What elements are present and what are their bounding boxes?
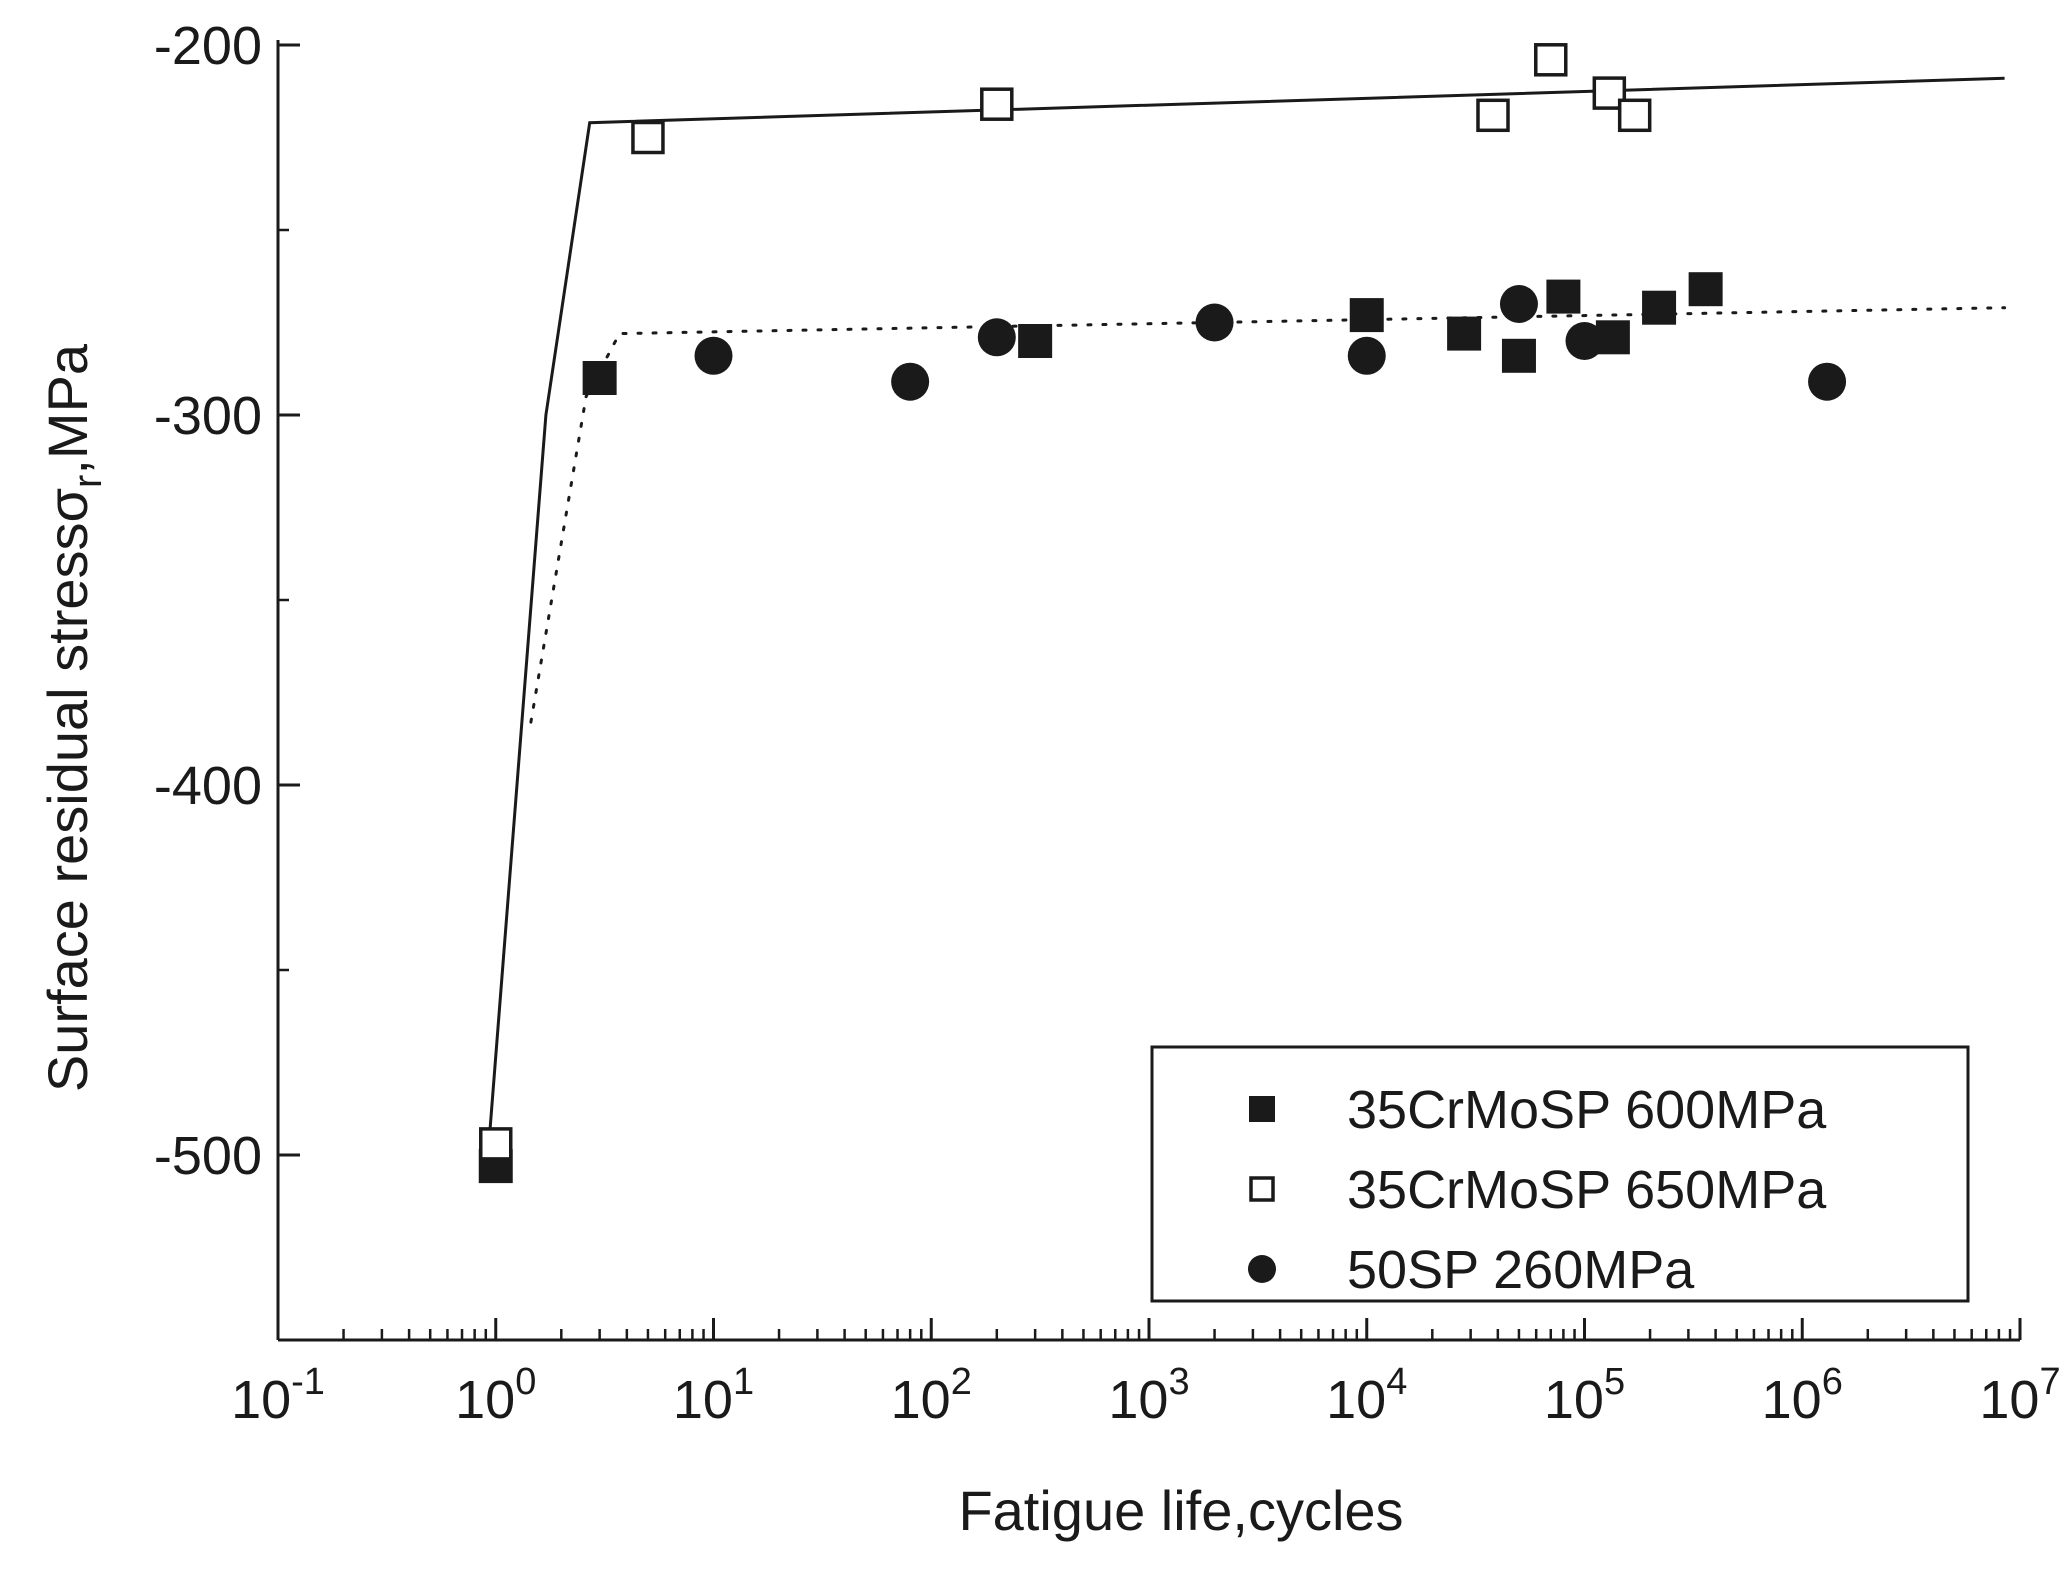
x-tick-label-exponent: 6 [1822,1361,1843,1403]
legend-marker [1249,1176,1275,1202]
y-axis-title-subscript: r [66,475,110,488]
x-tick-label-exponent: 0 [515,1361,536,1403]
data-point-square-filled [1546,279,1581,314]
x-tick-label-exponent: 5 [1604,1361,1625,1403]
x-tick-label-base: 10 [455,1370,515,1430]
data-point-square-open [479,1127,513,1161]
data-point-square-filled [1642,290,1677,325]
y-tick-label: -500 [154,1126,262,1186]
data-point-square-filled [1501,338,1536,373]
data-point-circle-filled [977,318,1016,357]
x-tick-label: 105 [1544,1361,1625,1430]
legend-label: 35CrMoSP 600MPa [1347,1080,1827,1140]
legend-box [1150,1045,1970,1303]
solid-fit-line [487,76,2005,1145]
x-tick-label-base: 10 [1108,1370,1168,1430]
x-tick-label-base: 10 [891,1370,951,1430]
y-tick-label: -400 [154,756,262,816]
x-tick-label-base: 10 [1326,1370,1386,1430]
data-point-circle-filled [1195,303,1234,342]
x-tick-label: 10-1 [231,1361,325,1430]
legend-label: 50SP 260MPa [1347,1240,1695,1300]
x-tick-label-base: 10 [1762,1370,1822,1430]
x-tick-label: 100 [455,1361,536,1430]
axes-layer: 10-1 100 101 102 103 104 105 106 107-200-300-400… [154,16,2061,1430]
data-point-circle-filled [1565,322,1604,360]
legend-marker [1249,1096,1275,1122]
data-point-square-open [631,120,665,155]
legend: 35CrMoSP 600MPa 35CrMoSP 650MPa 50SP 260MP… [1150,1045,1970,1303]
x-tick-label-exponent: 7 [2039,1361,2060,1403]
y-axis-title-main: Surface residual stressσ [36,488,99,1092]
x-tick-label-exponent: 2 [951,1361,972,1403]
x-tick-label: 103 [1108,1361,1189,1430]
x-tick-label: 104 [1326,1361,1407,1430]
x-tick-label-base: 10 [231,1370,291,1430]
data-point-circle-filled [891,362,930,401]
data-point-square-filled [1018,324,1053,358]
dotted-fit-line [529,306,2007,724]
x-tick-label-exponent: 4 [1386,1361,1407,1403]
data-points-layer [478,43,1847,1184]
data-point-square-open [980,87,1014,121]
y-axis-title: Surface residual stressσr,MPa [36,343,110,1092]
x-tick-label-exponent: 3 [1168,1361,1189,1403]
x-tick-label: 102 [891,1361,972,1430]
y-tick-label: -300 [154,386,262,446]
x-tick-label-base: 10 [1544,1370,1604,1430]
fit-lines-layer [487,76,2007,1145]
data-point-circle-filled [694,336,733,375]
x-tick-label: 106 [1762,1361,1843,1430]
legend-label: 35CrMoSP 650MPa [1347,1160,1827,1220]
data-point-square-filled [1349,298,1384,333]
x-tick-label-base: 10 [673,1370,733,1430]
data-point-square-open [1617,98,1652,133]
y-tick-label: -200 [154,16,262,76]
data-point-circle-filled [1808,362,1847,401]
data-point-circle-filled [1499,285,1538,323]
data-point-square-filled [1447,316,1482,351]
y-axis-title-unit: ,MPa [36,343,99,475]
data-point-circle-filled [1347,336,1386,375]
legend-marker [1248,1255,1276,1283]
x-tick-label-exponent: -1 [291,1361,325,1403]
data-point-square-open [1476,98,1510,133]
x-tick-label-exponent: 1 [733,1361,754,1403]
data-point-square-filled [582,361,617,395]
x-axis-title: Fatigue life,cycles [958,1479,1403,1542]
x-tick-label-base: 10 [1979,1370,2039,1430]
data-point-square-open [1534,43,1568,77]
x-tick-label: 107 [1979,1361,2060,1430]
data-point-square-filled [1688,272,1723,307]
x-tick-label: 101 [673,1361,754,1430]
